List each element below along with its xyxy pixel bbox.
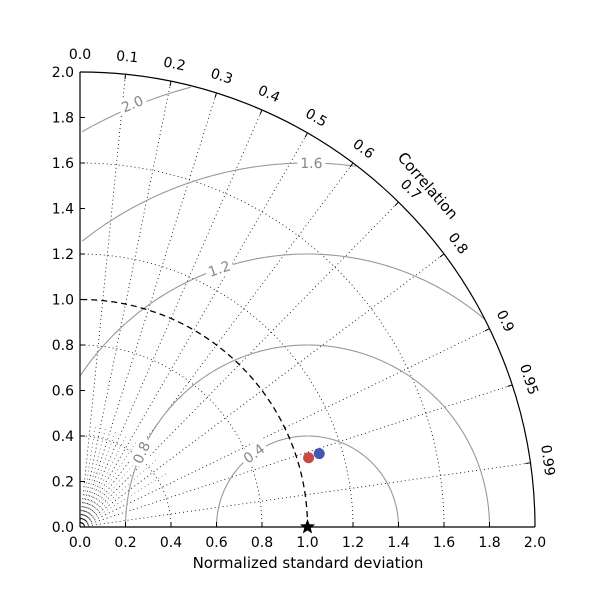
- std-gridline-arc: [79, 344, 263, 528]
- outer-arc: [79, 71, 536, 528]
- correlation-tick: [525, 462, 531, 465]
- data-points-layer: [299, 448, 325, 534]
- y-tick-label: 0.0: [52, 520, 74, 536]
- rms-contour-label-bg: [237, 437, 271, 469]
- x-tick-label: 1.4: [387, 535, 409, 551]
- correlation-tick-label: 0.99: [537, 444, 557, 477]
- y-tick-label: 0.4: [52, 429, 74, 445]
- rms-contour-label-bg: [115, 90, 149, 118]
- correlation-tick: [304, 132, 308, 138]
- x-tick-label: 0.4: [160, 535, 182, 551]
- reference-point-star: [299, 519, 316, 534]
- correlation-tick-label: 0.6: [349, 136, 376, 162]
- x-tick-label: 0.6: [205, 535, 227, 551]
- correlation-tick: [349, 162, 354, 168]
- rms-contour-label-bg: [127, 436, 156, 469]
- correlation-tick-label: 0.5: [302, 106, 329, 131]
- y-tick-label: 0.6: [52, 384, 74, 400]
- rms-contour: [124, 344, 491, 528]
- y-tick-label: 1.8: [52, 111, 74, 127]
- rms-contour-label: 2.0: [119, 93, 146, 116]
- x-tick-label: 1.6: [433, 535, 455, 551]
- rms-contour-label-bg: [297, 153, 326, 173]
- x-tick-label: 1.8: [478, 535, 500, 551]
- y-tick-label: 0.2: [52, 475, 74, 491]
- correlation-tick: [259, 109, 263, 115]
- x-tick-label: 1.0: [296, 535, 318, 551]
- rms-contour: [81, 162, 357, 242]
- rms-contour: [80, 253, 486, 376]
- data-point: [303, 452, 315, 464]
- x-axis-title: Normalized standard deviation: [193, 554, 424, 572]
- rms-contour: [215, 435, 400, 527]
- correlation-tick-label: 0.95: [516, 362, 541, 397]
- y-tick-label: 0.8: [52, 338, 74, 354]
- std-gridline-arc: [79, 162, 445, 528]
- correlation-gridline: [79, 253, 445, 528]
- correlation-gridline: [79, 92, 217, 528]
- y-tick-label: 1.2: [52, 247, 74, 263]
- x-tick-label: 1.2: [342, 535, 364, 551]
- reference-std-arc: [79, 298, 309, 528]
- correlation-tick-label: 0.3: [209, 66, 235, 88]
- x-tick-label: 0.2: [114, 535, 136, 551]
- y-tick-label: 1.0: [52, 293, 74, 309]
- rms-contour-label: 1.6: [300, 156, 323, 172]
- grid-layer: [79, 74, 531, 528]
- y-tick-label: 1.4: [52, 202, 74, 218]
- correlation-tick: [484, 328, 490, 332]
- rms-contour-label-bg: [203, 255, 236, 282]
- y-tick-label: 2.0: [52, 65, 74, 81]
- correlation-tick: [394, 201, 399, 206]
- correlation-tick-label: 0.0: [69, 47, 91, 63]
- correlation-tick: [124, 74, 126, 80]
- data-point: [313, 448, 325, 460]
- minor-correlation-gridline: [79, 459, 157, 528]
- std-gridline-arc: [79, 435, 172, 528]
- correlation-tick-label: 0.4: [255, 83, 282, 107]
- correlation-tick-label: 0.9: [493, 308, 517, 335]
- std-gridline-arc: [79, 253, 354, 528]
- correlation-tick-label: 0.8: [445, 230, 471, 257]
- rms-contour-label: 1.2: [206, 258, 232, 280]
- x-tick-label: 0.8: [251, 535, 273, 551]
- minor-correlation-gridline: [79, 427, 106, 528]
- minor-correlation-gridline: [79, 472, 168, 528]
- correlation-tick: [214, 92, 217, 98]
- correlation-tick-label: 0.1: [115, 48, 139, 66]
- y-tick-label: 1.6: [52, 156, 74, 172]
- correlation-tick-label: 0.2: [162, 54, 187, 74]
- correlation-tick: [169, 81, 172, 87]
- x-tick-label: 0.0: [69, 535, 91, 551]
- correlation-tick: [439, 253, 445, 258]
- minor-correlation-gridline: [79, 441, 137, 528]
- correlation-tick: [507, 384, 513, 387]
- rms-contour-layer: 0.4 0.8 1.2 1.6 2.0: [80, 86, 491, 528]
- x-tick-label: 2.0: [524, 535, 546, 551]
- minor-correlation-gridline: [79, 431, 117, 528]
